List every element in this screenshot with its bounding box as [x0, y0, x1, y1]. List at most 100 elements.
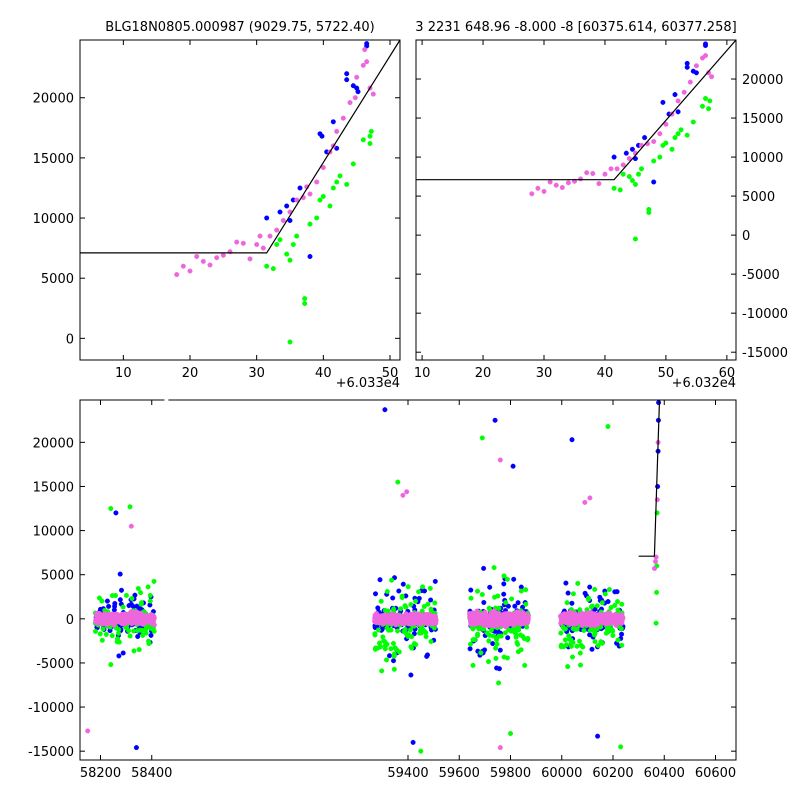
- data-point-green: [592, 639, 598, 645]
- panel-3-y-tick-label: -10000: [28, 701, 74, 716]
- data-point-blue: [390, 595, 396, 601]
- data-point-magenta: [494, 613, 500, 619]
- data-point-green: [399, 593, 405, 599]
- panel-3-x-tick-label: 60000: [541, 766, 582, 781]
- data-point-magenta: [247, 256, 253, 262]
- data-point-magenta: [510, 619, 516, 625]
- data-point-green: [565, 664, 571, 670]
- data-point-magenta: [535, 185, 541, 191]
- data-point-outlier: [605, 424, 611, 430]
- data-point-green: [509, 596, 515, 602]
- data-point-outlier: [497, 745, 503, 751]
- data-point-magenta: [370, 91, 376, 97]
- data-point-green: [307, 221, 313, 227]
- data-point-green: [626, 174, 632, 180]
- data-point-green: [270, 266, 276, 272]
- data-point-green: [147, 598, 153, 604]
- data-point-magenta: [709, 74, 715, 80]
- data-point-green: [684, 132, 690, 138]
- data-point-event: [656, 400, 662, 406]
- data-point-blue: [117, 571, 123, 577]
- data-point-blue: [106, 603, 112, 609]
- data-point-magenta: [492, 623, 498, 629]
- data-point-blue: [277, 209, 283, 215]
- panel-3-y-tick-label: -15000: [28, 745, 74, 760]
- data-point-outlier: [618, 744, 624, 750]
- data-point-magenta: [257, 233, 263, 239]
- panel-1-points: [174, 41, 376, 345]
- data-point-blue: [511, 576, 517, 582]
- data-point-magenta: [583, 614, 589, 620]
- data-point-green: [334, 179, 340, 185]
- data-point-green: [138, 590, 144, 596]
- data-point-green: [327, 203, 333, 209]
- data-point-blue: [424, 653, 430, 659]
- data-point-blue: [467, 646, 473, 652]
- data-point-magenta: [207, 262, 213, 268]
- data-point-green: [619, 642, 625, 648]
- data-point-green: [663, 140, 669, 146]
- data-point-magenta: [470, 619, 476, 625]
- data-point-blue: [497, 647, 503, 653]
- data-point-green: [496, 680, 502, 686]
- data-point-green: [523, 601, 529, 607]
- data-point-green: [92, 628, 98, 634]
- data-point-magenta: [584, 170, 590, 176]
- data-point-green: [402, 626, 408, 632]
- data-point-magenta: [518, 612, 524, 618]
- data-point-blue: [651, 179, 657, 185]
- data-point-magenta: [657, 131, 663, 137]
- data-point-outlier: [400, 492, 406, 498]
- panel-2-x-tick-label: 40: [597, 366, 614, 381]
- data-point-magenta: [340, 115, 346, 121]
- data-point-green: [578, 662, 584, 668]
- data-point-magenta: [404, 616, 410, 622]
- data-point-magenta: [136, 617, 142, 623]
- data-point-blue: [287, 217, 293, 223]
- panel-2-x-tick-label: 10: [414, 366, 431, 381]
- data-point-magenta: [174, 272, 180, 278]
- data-point-blue: [619, 631, 625, 637]
- data-point-magenta: [517, 618, 523, 624]
- data-point-blue: [377, 577, 383, 583]
- data-point-magenta: [423, 613, 429, 619]
- data-point-blue: [482, 647, 488, 653]
- panel-2-x-tick-label: 50: [658, 366, 675, 381]
- panel-1-x-tick-label: 10: [115, 366, 132, 381]
- data-point-green: [432, 600, 438, 606]
- data-point-green: [302, 296, 308, 302]
- data-point-green: [375, 627, 381, 633]
- data-point-green: [657, 154, 663, 160]
- data-point-blue: [589, 646, 595, 652]
- panel-1-x-tick-label: 30: [248, 366, 265, 381]
- data-point-green: [129, 596, 135, 602]
- data-point-magenta: [703, 53, 709, 59]
- data-point-magenta: [578, 176, 584, 182]
- data-point-green: [678, 127, 684, 133]
- data-point-outlier: [582, 499, 588, 505]
- panel-1-offset-label: +6.033e4: [336, 376, 400, 391]
- data-point-green: [503, 600, 509, 606]
- data-point-event: [654, 589, 660, 595]
- data-point-green: [264, 263, 270, 269]
- data-point-green: [330, 185, 336, 191]
- data-point-blue: [684, 64, 690, 70]
- data-point-magenta: [200, 258, 206, 264]
- data-point-green: [518, 588, 524, 594]
- data-point-green: [484, 630, 490, 636]
- data-point-outlier: [510, 463, 516, 469]
- data-point-magenta: [93, 617, 99, 623]
- data-point-green: [274, 241, 280, 247]
- data-point-green: [486, 659, 492, 665]
- data-point-magenta: [260, 245, 266, 251]
- panel-2-y-tick-label: -5000: [742, 268, 780, 283]
- data-point-magenta: [234, 239, 240, 245]
- data-point-green: [379, 668, 385, 674]
- data-point-green: [562, 637, 568, 643]
- data-point-green: [496, 633, 502, 639]
- data-point-magenta: [663, 121, 669, 127]
- data-point-green: [395, 628, 401, 634]
- data-point-green: [610, 633, 616, 639]
- data-point-green: [636, 171, 642, 177]
- data-point-green: [277, 237, 283, 243]
